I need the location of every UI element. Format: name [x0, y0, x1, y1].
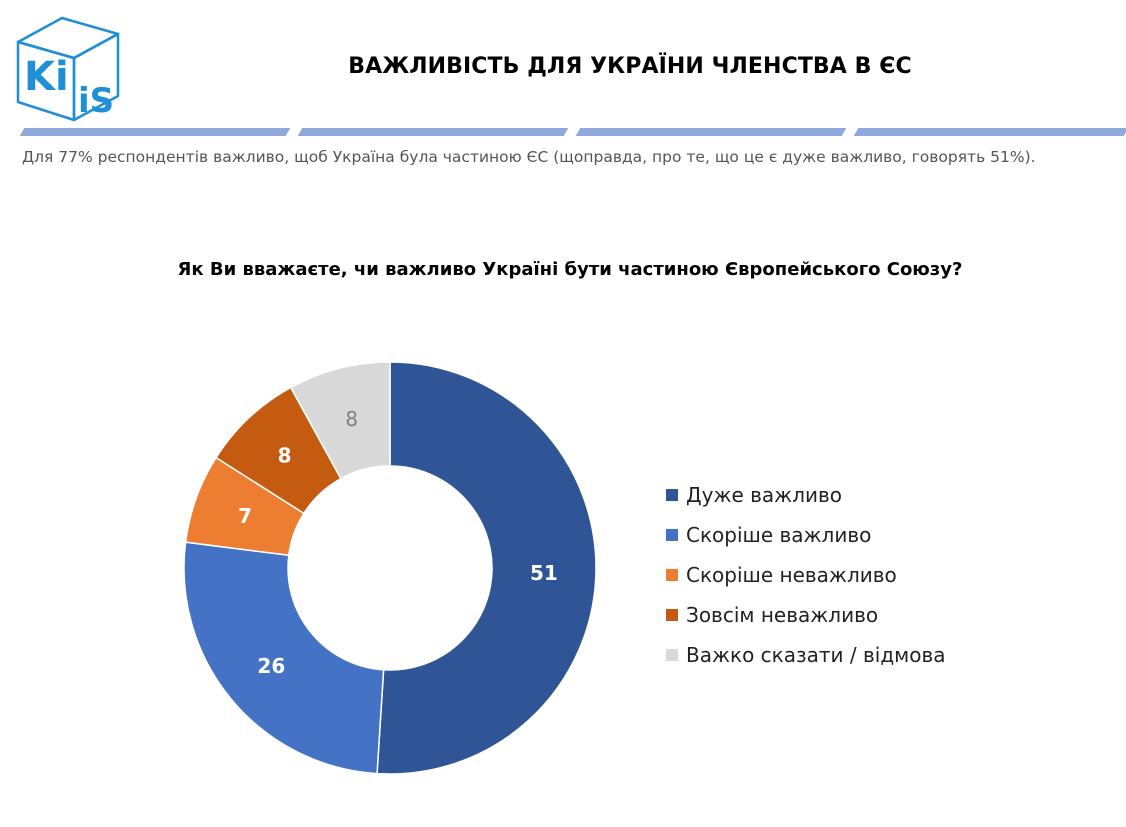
svg-text:iS: iS	[78, 81, 114, 121]
legend-label: Дуже важливо	[686, 483, 843, 507]
slice-data-label: 8	[345, 407, 358, 431]
legend-label: Зовсім неважливо	[686, 603, 879, 627]
donut-chart: 51 26 7 8 8	[183, 361, 597, 775]
header-stripe-1	[19, 128, 291, 136]
slice-data-label: 8	[278, 444, 292, 468]
kiis-logo: Ki iS	[16, 16, 120, 122]
header-stripe-4	[853, 128, 1126, 136]
legend-item: Зовсім неважливо	[666, 595, 946, 635]
legend-item: Важко сказати / відмова	[666, 635, 946, 675]
legend-swatch	[666, 569, 678, 581]
legend-swatch	[666, 609, 678, 621]
legend-swatch	[666, 649, 678, 661]
lead-paragraph: Для 77% респондентів важливо, щоб Україн…	[22, 148, 1036, 166]
slice-data-label: 7	[238, 504, 252, 528]
slice-data-label: 26	[257, 654, 285, 678]
legend-item: Дуже важливо	[666, 475, 946, 515]
donut-slice	[376, 361, 597, 775]
header-stripe-2	[297, 128, 569, 136]
chart-title: Як Ви вважаєте, чи важливо Україні бути …	[177, 259, 963, 280]
page-title: ВАЖЛИВІСТЬ ДЛЯ УКРАЇНИ ЧЛЕНСТВА В ЄС	[348, 54, 912, 79]
legend-label: Скоріше неважливо	[686, 563, 897, 587]
header-stripe-3	[575, 128, 847, 136]
slice-data-label: 51	[530, 561, 558, 585]
donut-slice	[183, 541, 385, 775]
legend-item: Скоріше неважливо	[666, 555, 946, 595]
legend-item: Скоріше важливо	[666, 515, 946, 555]
donut-slice	[289, 361, 391, 480]
legend-label: Скоріше важливо	[686, 523, 872, 547]
legend-label: Важко сказати / відмова	[686, 643, 946, 667]
svg-text:Ki: Ki	[24, 54, 69, 100]
legend-swatch	[666, 489, 678, 501]
legend-swatch	[666, 529, 678, 541]
chart-legend: Дуже важливо Скоріше важливо Скоріше неваж…	[666, 475, 946, 675]
